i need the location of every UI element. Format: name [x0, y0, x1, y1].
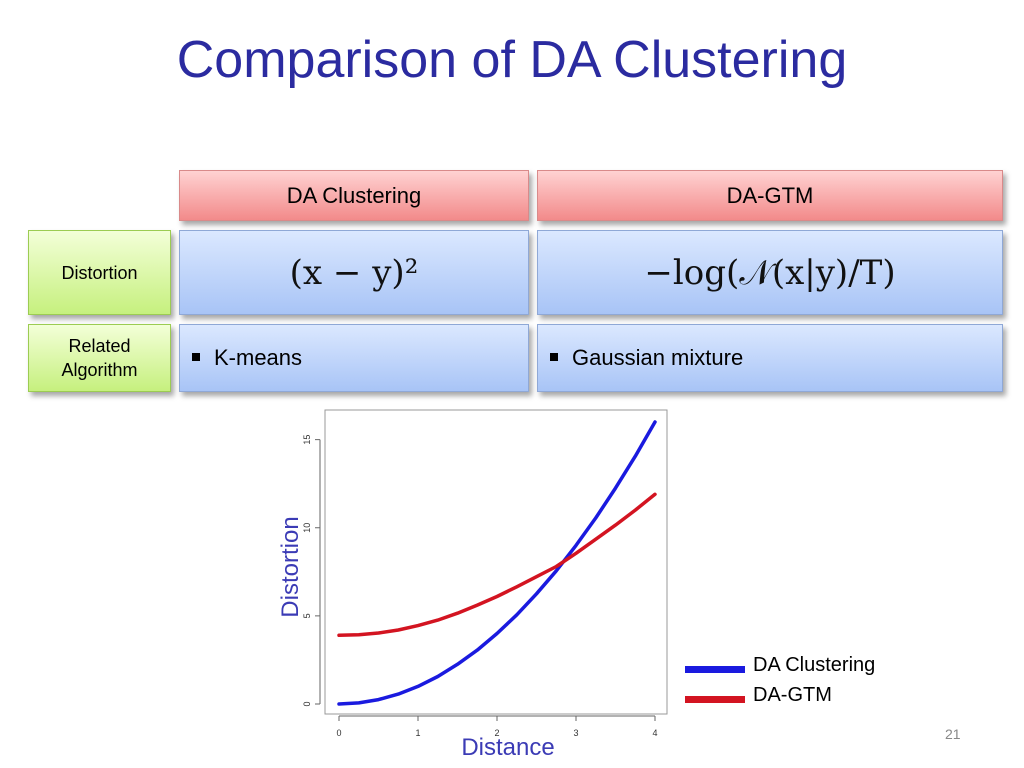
y-axis-label: Distortion	[277, 516, 304, 617]
formula-da-clustering-text: (x − y)²	[289, 252, 419, 293]
row-header-related-algorithm-label: Related Algorithm	[61, 336, 138, 380]
x-tick-label: 0	[336, 728, 341, 738]
bullet-icon	[550, 353, 558, 361]
slide-number: 21	[945, 726, 961, 742]
formula-da-gtm-text: −log(𝒩(x|y)/T)	[644, 252, 896, 293]
header-da-gtm-label: DA-GTM	[726, 182, 814, 208]
formula-da-gtm: −log(𝒩(x|y)/T)	[537, 230, 1003, 315]
y-tick-label: 15	[302, 435, 312, 445]
related-da-gtm-text: Gaussian mixture	[572, 345, 744, 370]
row-header-distortion-label: Distortion	[61, 262, 138, 283]
bullet-icon	[192, 353, 200, 361]
related-da-gtm: Gaussian mixture	[537, 324, 1003, 392]
plot-area: 0 1 2 3 4 0 5 10 15	[302, 420, 658, 738]
related-da-clustering: K-means	[179, 324, 529, 392]
row-header-related-algorithm: Related Algorithm	[28, 324, 171, 392]
x-tick-label: 2	[494, 728, 499, 738]
legend-swatch-da-gtm	[685, 696, 745, 703]
row-header-distortion: Distortion	[28, 230, 171, 315]
plot-frame	[324, 409, 668, 715]
x-tick-label: 1	[415, 728, 420, 738]
header-da-clustering-label: DA Clustering	[286, 182, 422, 208]
legend-label-da-gtm: DA-GTM	[753, 684, 832, 706]
slide-title: Comparison of DA Clustering	[176, 31, 848, 89]
x-tick-label: 3	[573, 728, 578, 738]
formula-da-clustering: (x − y)²	[179, 230, 529, 315]
legend-swatch-da-clustering	[685, 666, 745, 673]
legend-label-da-clustering: DA Clustering	[753, 654, 876, 676]
header-da-clustering: DA Clustering	[179, 170, 529, 221]
related-da-clustering-text: K-means	[214, 345, 303, 370]
y-tick-label: 0	[302, 701, 312, 706]
y-tick-label: 5	[302, 613, 312, 618]
y-tick-label: 10	[302, 523, 312, 533]
x-tick-label: 4	[652, 728, 657, 738]
series-line-da-clustering	[337, 420, 657, 706]
header-da-gtm: DA-GTM	[537, 170, 1003, 221]
x-axis-label: Distance	[461, 734, 554, 761]
series-line-da-gtm	[337, 492, 657, 638]
